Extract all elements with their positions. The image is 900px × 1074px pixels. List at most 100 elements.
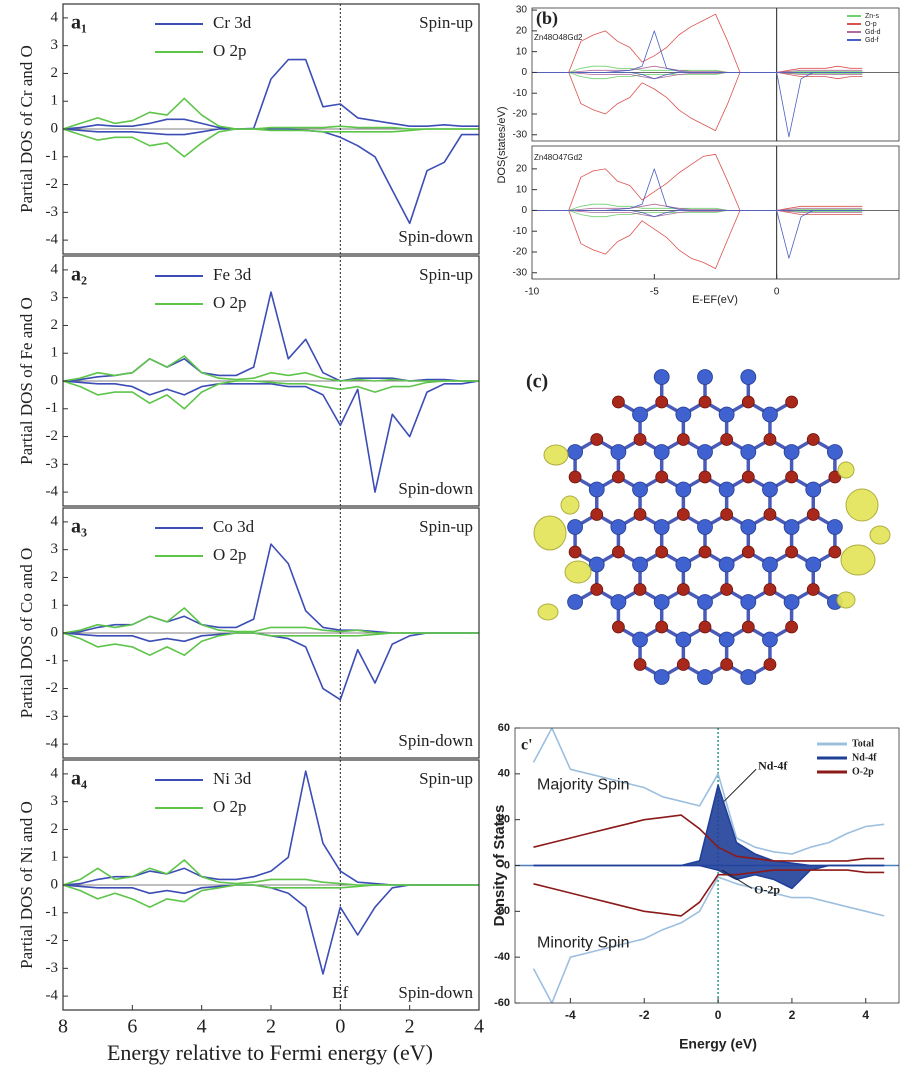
atom (698, 520, 713, 535)
atom (654, 595, 669, 610)
y-tick-label: -2 (46, 932, 59, 948)
atom (742, 621, 754, 633)
legend-label: Nd-4f (852, 752, 877, 763)
annotation: Spin-up (419, 517, 473, 536)
annotation: Spin-up (419, 13, 473, 32)
atom (827, 520, 842, 535)
series-line (534, 866, 885, 889)
atom (719, 632, 734, 647)
y-tick-label: -10 (513, 226, 528, 237)
annotation: Ef (332, 983, 348, 1002)
x-tick-label: 2 (405, 1016, 415, 1038)
series-line (532, 72, 862, 130)
panel-label: (b) (536, 8, 558, 29)
y-tick-label: -20 (513, 109, 528, 120)
y-axis-title: Partial DOS of Cr and O (17, 45, 36, 213)
atom (807, 509, 819, 521)
y-tick-label: -30 (513, 267, 528, 278)
legend-label: Total (852, 738, 874, 749)
x-tick-label: 2 (789, 1008, 796, 1022)
atom (741, 595, 756, 610)
atom (764, 509, 776, 521)
y-axis-title: Partial DOS of Co and O (17, 548, 36, 718)
atom (654, 670, 669, 685)
atom (721, 584, 733, 596)
series-line (63, 544, 479, 633)
page: (c) -4-3-2-101234Cr 3dO 2pa₁Partial DOS … (0, 0, 900, 1074)
series-line (532, 169, 862, 211)
y-axis-title: Partial DOS of Fe and O (17, 297, 36, 465)
atom (699, 621, 711, 633)
legend-label: Fe 3d (213, 265, 252, 284)
series-line (63, 633, 479, 700)
y-tick-label: 20 (516, 26, 528, 37)
y-tick-label: -3 (46, 456, 59, 472)
y-tick-label: 3 (51, 37, 59, 53)
atom (677, 659, 689, 671)
atom (634, 434, 646, 446)
atom (721, 509, 733, 521)
x-tick-label: -10 (525, 287, 540, 298)
annotation: Minority Spin (537, 935, 629, 952)
atom (741, 520, 756, 535)
x-tick-label: 4 (474, 1016, 484, 1038)
atom (611, 445, 626, 460)
atom (762, 482, 777, 497)
annotation: Nd-4f (758, 759, 788, 773)
atom (784, 595, 799, 610)
plot-area (63, 760, 479, 1010)
atom (654, 370, 669, 385)
series-line (63, 98, 479, 129)
y-tick-label: 0 (51, 372, 59, 388)
series-line (532, 154, 862, 210)
series-line (532, 210, 862, 258)
atom (611, 595, 626, 610)
legend-label: O-2p (852, 766, 874, 777)
atom (656, 546, 668, 558)
y-tick-label: -3 (46, 708, 59, 724)
atom (591, 584, 603, 596)
isosurface (538, 604, 558, 620)
y-tick-label: -4 (46, 232, 59, 248)
y-tick-label: -3 (46, 960, 59, 976)
atom (786, 546, 798, 558)
series-line (63, 885, 479, 974)
atom (742, 546, 754, 558)
atom (719, 407, 734, 422)
atom (806, 557, 821, 572)
atom (634, 584, 646, 596)
isosurface (846, 489, 878, 521)
atom (633, 407, 648, 422)
series-line (63, 129, 479, 223)
x-tick-label: 4 (862, 1008, 869, 1022)
y-tick-label: 2 (51, 317, 59, 333)
legend-label: Gd-d (865, 29, 881, 36)
legend-label: O 2p (213, 41, 247, 60)
y-axis-title: DOS(states/eV) (496, 106, 508, 183)
y-tick-label: -4 (46, 736, 59, 752)
y-tick-label: 40 (498, 768, 510, 780)
y-tick-label: 0 (521, 205, 527, 216)
atom (612, 546, 624, 558)
structure (534, 370, 890, 685)
panel-label: a₃ (71, 516, 87, 538)
y-tick-label: 2 (51, 65, 59, 81)
series-line (63, 129, 479, 157)
y-tick-label: -1 (46, 400, 59, 416)
atom (742, 396, 754, 408)
atom (677, 434, 689, 446)
annotation-arrow (724, 769, 756, 801)
atom (721, 434, 733, 446)
subtitle: Zn48O47Gd2 (534, 153, 583, 162)
atom (568, 520, 583, 535)
y-tick-label: -20 (513, 247, 528, 258)
isosurface (870, 526, 890, 544)
series-line (532, 72, 862, 136)
atom (634, 509, 646, 521)
y-tick-label: 0 (51, 624, 59, 640)
plot-area (63, 508, 479, 758)
atom (676, 482, 691, 497)
atom (741, 370, 756, 385)
figure: (c) -4-3-2-101234Cr 3dO 2pa₁Partial DOS … (0, 0, 900, 1074)
atom (676, 557, 691, 572)
